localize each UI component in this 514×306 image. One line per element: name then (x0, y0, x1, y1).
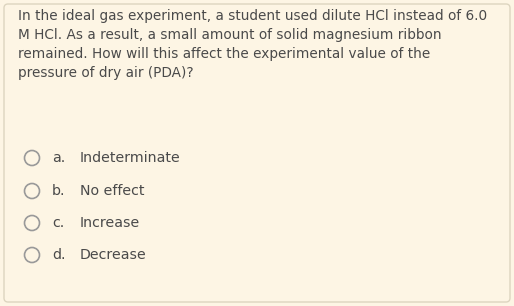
Ellipse shape (25, 248, 40, 263)
FancyBboxPatch shape (4, 4, 510, 302)
Text: M HCl. As a result, a small amount of solid magnesium ribbon: M HCl. As a result, a small amount of so… (18, 28, 442, 42)
Text: c.: c. (52, 216, 64, 230)
Text: Increase: Increase (80, 216, 140, 230)
Text: pressure of dry air (PDA)?: pressure of dry air (PDA)? (18, 66, 194, 80)
Text: No effect: No effect (80, 184, 144, 198)
Ellipse shape (25, 184, 40, 199)
Ellipse shape (25, 151, 40, 166)
Text: a.: a. (52, 151, 65, 165)
Text: b.: b. (52, 184, 65, 198)
Text: In the ideal gas experiment, a student used dilute HCl instead of 6.0: In the ideal gas experiment, a student u… (18, 9, 487, 23)
Text: Decrease: Decrease (80, 248, 147, 262)
Text: Indeterminate: Indeterminate (80, 151, 181, 165)
Text: d.: d. (52, 248, 65, 262)
Ellipse shape (25, 215, 40, 230)
Text: remained. How will this affect the experimental value of the: remained. How will this affect the exper… (18, 47, 430, 61)
